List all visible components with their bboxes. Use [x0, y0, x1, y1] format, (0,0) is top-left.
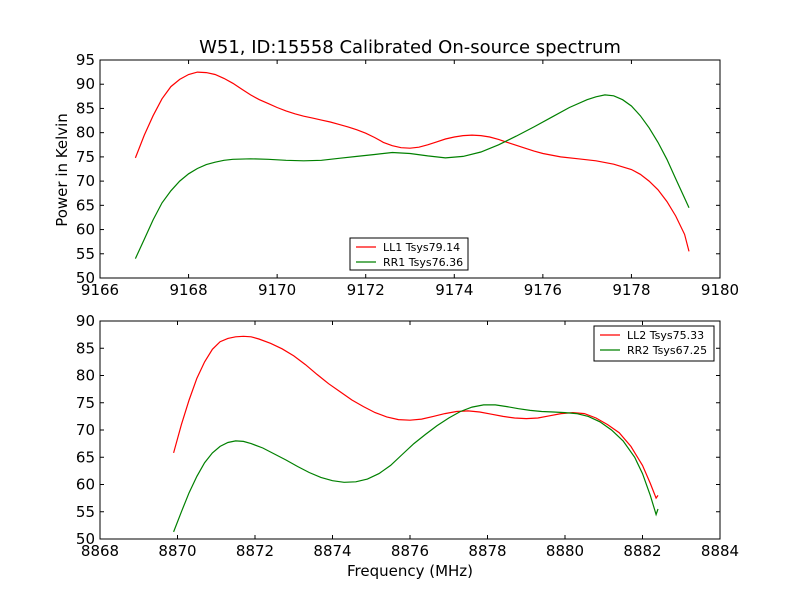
- panel1-legend-label-1: LL1 Tsys79.14: [383, 241, 460, 254]
- panel2-x-tick-label: 8870: [158, 542, 196, 560]
- panel2-legend-label-2: RR2 Tsys67.25: [627, 344, 707, 357]
- panel2-series-1-line: [173, 335, 659, 500]
- panel2-legend-label-1: LL2 Tsys75.33: [627, 329, 704, 342]
- panel1-y-tick-label: 75: [76, 148, 95, 166]
- panel1-y-tick-label: 70: [76, 172, 95, 190]
- panel2-y-tick-label: 90: [76, 312, 95, 330]
- panel2-x-tick-label: 8874: [313, 542, 351, 560]
- x-axis-label: Frequency (MHz): [347, 562, 473, 580]
- panel2-y-tick-label: 70: [76, 421, 95, 439]
- panel2-series-2-line: [173, 404, 659, 533]
- panel1-y-tick-label: 55: [76, 245, 95, 263]
- panel2-x-tick-label: 8868: [81, 542, 119, 560]
- panel2-legend: [593, 325, 715, 362]
- panel2-x-tick-label: 8884: [701, 542, 739, 560]
- panel2-y-tick-label: 55: [76, 503, 95, 521]
- panel2-x-tick-label: 8876: [391, 542, 429, 560]
- panel1-x-tick-label: 9166: [81, 281, 119, 299]
- panel1-y-tick-label: 50: [76, 269, 95, 287]
- panel1-series-2-line: [134, 94, 690, 259]
- panel1-legend: [349, 237, 469, 271]
- panel2-y-tick-label: 75: [76, 394, 95, 412]
- panel1-y-tick-label: 95: [76, 51, 95, 69]
- panel1-y-tick-label: 65: [76, 196, 95, 214]
- panel1-x-tick-label: 9178: [612, 281, 650, 299]
- panel2-y-tick-label: 65: [76, 448, 95, 466]
- panel1-x-tick-label: 9168: [169, 281, 207, 299]
- figure-title: W51, ID:15558 Calibrated On-source spect…: [199, 37, 621, 58]
- panel1-series-1-line: [134, 71, 690, 252]
- panel1-plot-frame: [99, 59, 721, 279]
- panel2-y-tick-label: 85: [76, 339, 95, 357]
- panel1-x-tick-label: 9170: [258, 281, 296, 299]
- y-axis-label: Power in Kelvin: [53, 113, 71, 227]
- panel1-y-tick-label: 85: [76, 99, 95, 117]
- panel1-legend-label-2: RR1 Tsys76.36: [383, 256, 463, 269]
- panel1-x-tick-label: 9174: [435, 281, 473, 299]
- panel1-x-tick-label: 9172: [347, 281, 385, 299]
- panel1-y-tick-label: 60: [76, 221, 95, 239]
- panel1-y-tick-label: 90: [76, 75, 95, 93]
- panel2-x-tick-label: 8872: [236, 542, 274, 560]
- panel2-y-tick-label: 60: [76, 476, 95, 494]
- panel1-x-tick-label: 9180: [701, 281, 739, 299]
- panel2-x-tick-label: 8878: [468, 542, 506, 560]
- panel2-y-tick-label: 50: [76, 530, 95, 548]
- panel2-x-tick-label: 8882: [623, 542, 661, 560]
- panel2-x-tick-label: 8880: [546, 542, 584, 560]
- panel2-y-tick-label: 80: [76, 367, 95, 385]
- panel1-y-tick-label: 80: [76, 124, 95, 142]
- panel1-x-tick-label: 9176: [524, 281, 562, 299]
